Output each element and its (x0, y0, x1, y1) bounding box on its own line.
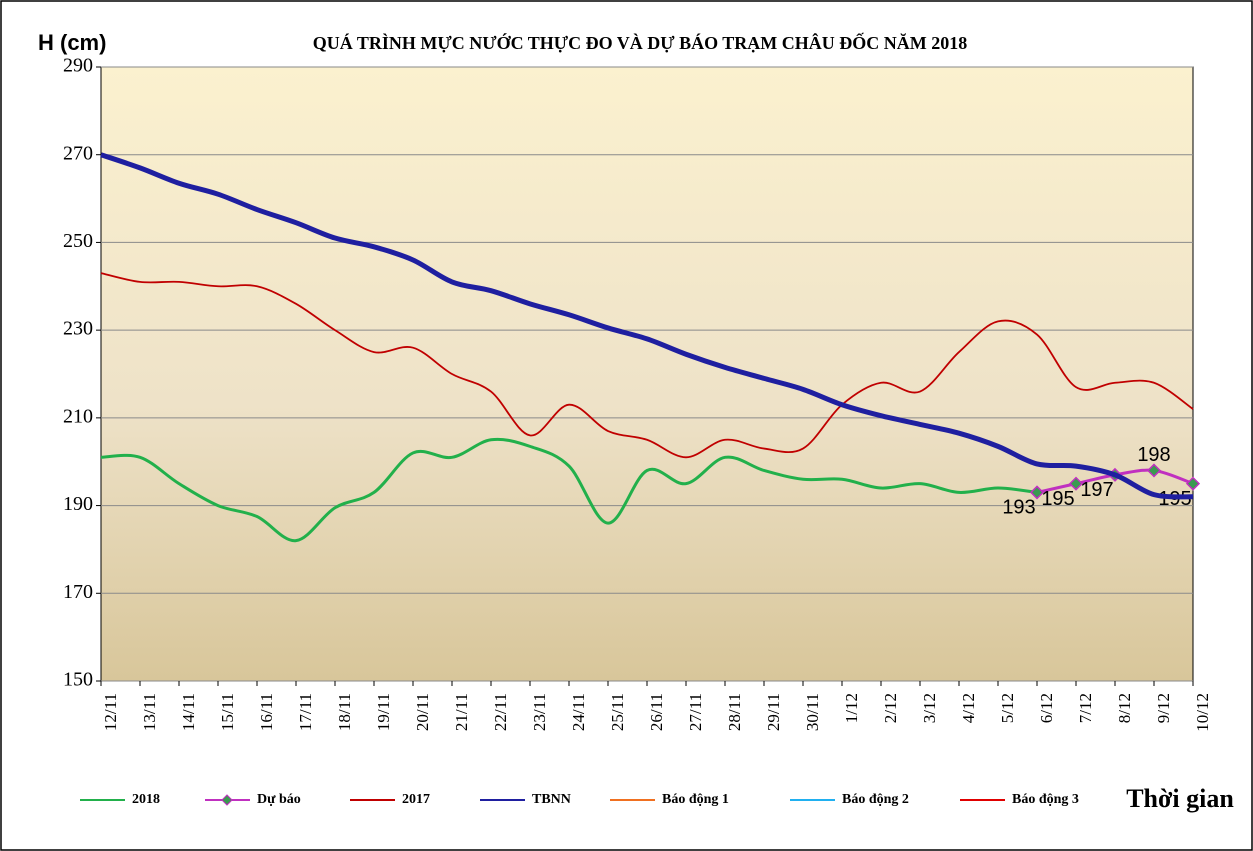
y-tick-label: 250 (63, 230, 93, 252)
x-tick-label: 4/12 (959, 693, 978, 723)
legend-label: Báo động 1 (662, 792, 729, 807)
legend-label: Dự báo (257, 792, 301, 807)
x-axis-label: Thời gian (1126, 784, 1234, 813)
x-tick-label: 29/11 (764, 693, 783, 731)
y-tick-label: 230 (63, 318, 93, 340)
data-label: 197 (1080, 479, 1113, 501)
x-tick-label: 9/12 (1154, 693, 1173, 723)
x-tick-label: 27/11 (686, 693, 705, 731)
x-tick-label: 15/11 (218, 693, 237, 731)
x-tick-label: 14/11 (179, 693, 198, 731)
legend-label: Báo động 2 (842, 792, 909, 807)
x-tick-label: 24/11 (569, 693, 588, 731)
x-tick-label: 2/12 (881, 693, 900, 723)
series-line (100, 272, 1194, 459)
x-tick-label: 28/11 (725, 693, 744, 731)
y-tick-label: 290 (63, 55, 93, 77)
legend-marker (221, 794, 233, 806)
x-tick-label: 1/12 (842, 693, 861, 723)
x-tick-label: 25/11 (608, 693, 627, 731)
data-label: 198 (1137, 444, 1170, 466)
x-tick-label: 18/11 (335, 693, 354, 731)
y-tick-label: 170 (63, 581, 93, 603)
x-tick-label: 6/12 (1037, 693, 1056, 723)
data-label: 195 (1041, 488, 1074, 510)
x-tick-label: 23/11 (530, 693, 549, 731)
x-tick-label: 8/12 (1115, 693, 1134, 723)
x-tick-label: 13/11 (140, 693, 159, 731)
x-tick-label: 21/11 (452, 693, 471, 731)
legend-label: TBNN (532, 792, 571, 807)
plot-area (100, 66, 1194, 682)
legend-label: 2018 (132, 792, 160, 807)
marker (1029, 485, 1045, 500)
x-tick-label: 20/11 (413, 693, 432, 731)
x-tick-label: 19/11 (374, 693, 393, 731)
y-tick-label: 210 (63, 405, 93, 427)
marker (1146, 463, 1162, 478)
y-tick-label: 270 (63, 142, 93, 164)
series-line (100, 437, 1038, 543)
x-tick-label: 5/12 (998, 693, 1017, 723)
legend-label: 2017 (402, 792, 430, 807)
x-tick-label: 16/11 (257, 693, 276, 731)
marker (1068, 476, 1084, 491)
x-tick-label: 30/11 (803, 693, 822, 731)
data-label: 193 (1002, 497, 1035, 519)
y-axis-label: H (cm) (38, 30, 106, 55)
marker (1185, 476, 1201, 491)
x-tick-label: 26/11 (647, 693, 666, 731)
chart-title: QUÁ TRÌNH MỰC NƯỚC THỰC ĐO VÀ DỰ BÁO TRẠ… (313, 32, 968, 53)
x-tick-label: 10/12 (1193, 693, 1212, 732)
y-tick-label: 190 (63, 493, 93, 515)
y-tick-label: 150 (63, 669, 93, 691)
x-tick-label: 3/12 (920, 693, 939, 723)
x-tick-label: 12/11 (101, 693, 120, 731)
legend-label: Báo động 3 (1012, 792, 1079, 807)
x-tick-label: 7/12 (1076, 693, 1095, 723)
x-tick-label: 22/11 (491, 693, 510, 731)
series-line (100, 152, 1194, 500)
x-tick-label: 17/11 (296, 693, 315, 731)
